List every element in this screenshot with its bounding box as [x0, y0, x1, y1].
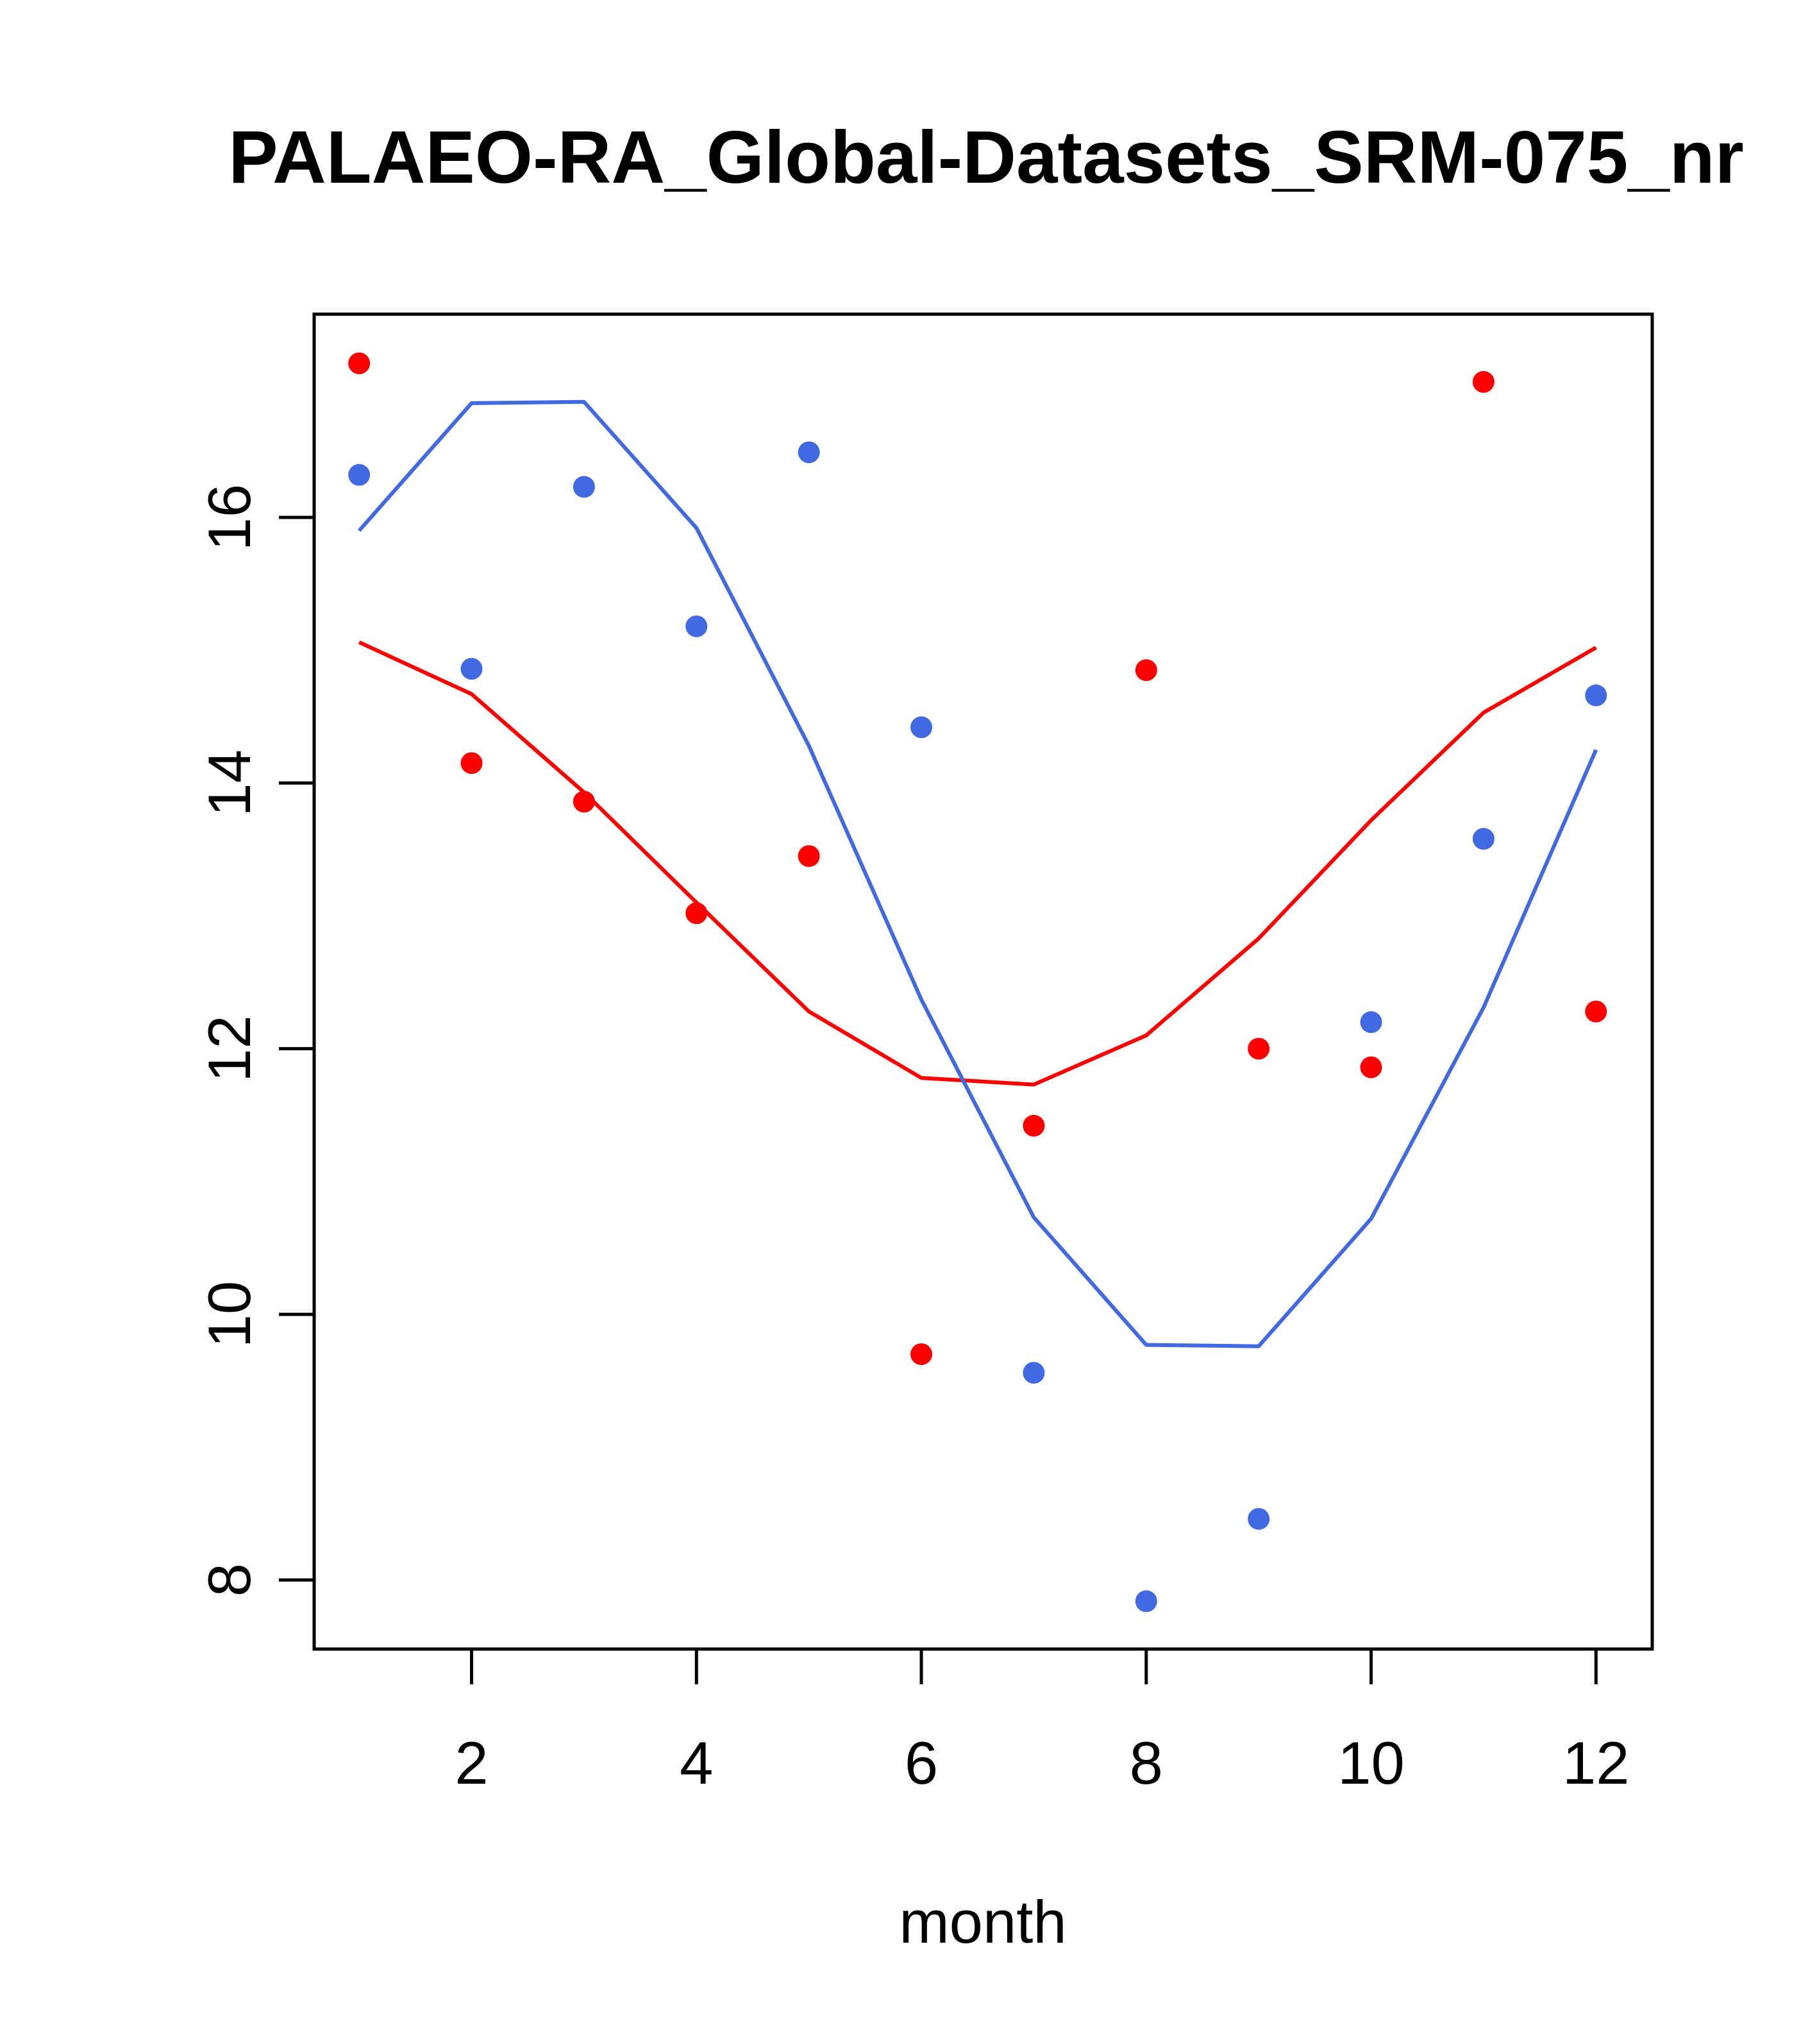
data-point — [1248, 1507, 1270, 1530]
data-point — [348, 352, 371, 374]
series-line — [358, 640, 1597, 1087]
data-point — [460, 658, 483, 680]
series-line — [357, 399, 1598, 1348]
series-points — [348, 352, 1607, 1613]
y-tick-label: 12 — [196, 1015, 263, 1082]
data-point — [1472, 828, 1495, 850]
data-point — [1360, 1011, 1382, 1034]
data-point — [798, 845, 820, 867]
data-point — [910, 1343, 933, 1366]
data-point — [685, 615, 708, 637]
y-axis: 8 10 12 14 16 — [196, 484, 316, 1596]
data-point — [1585, 684, 1607, 707]
y-tick-label: 10 — [196, 1281, 263, 1348]
data-point — [1585, 1000, 1607, 1023]
data-point — [573, 791, 595, 813]
data-point — [1023, 1362, 1045, 1384]
data-point — [910, 716, 933, 739]
chart-title: PALAEO-RA_Global-Datasets_SRM-075_nr — [228, 115, 1744, 199]
y-tick-label: 16 — [196, 484, 263, 551]
series-lines — [357, 399, 1598, 1348]
data-point — [1248, 1037, 1270, 1060]
data-point — [348, 464, 371, 486]
data-point — [1135, 1590, 1157, 1613]
data-point — [573, 476, 595, 498]
data-point — [1135, 659, 1157, 682]
y-tick-label: 14 — [196, 750, 263, 817]
x-tick-label: 12 — [1562, 1729, 1630, 1797]
data-point — [798, 441, 820, 464]
x-tick-label: 8 — [1130, 1729, 1163, 1797]
data-point — [460, 752, 483, 775]
x-axis-label: month — [899, 1888, 1066, 1956]
data-point — [1023, 1114, 1045, 1137]
data-point — [685, 902, 708, 925]
data-point — [1472, 371, 1495, 393]
x-tick-label: 10 — [1337, 1729, 1405, 1797]
data-point — [1360, 1056, 1382, 1078]
x-tick-label: 4 — [680, 1729, 713, 1797]
y-tick-label: 8 — [196, 1563, 263, 1596]
x-axis: 2 4 6 8 10 12 — [455, 1647, 1630, 1797]
x-tick-label: 2 — [455, 1729, 488, 1797]
plot-frame — [312, 312, 1654, 1651]
x-tick-label: 6 — [905, 1729, 938, 1797]
